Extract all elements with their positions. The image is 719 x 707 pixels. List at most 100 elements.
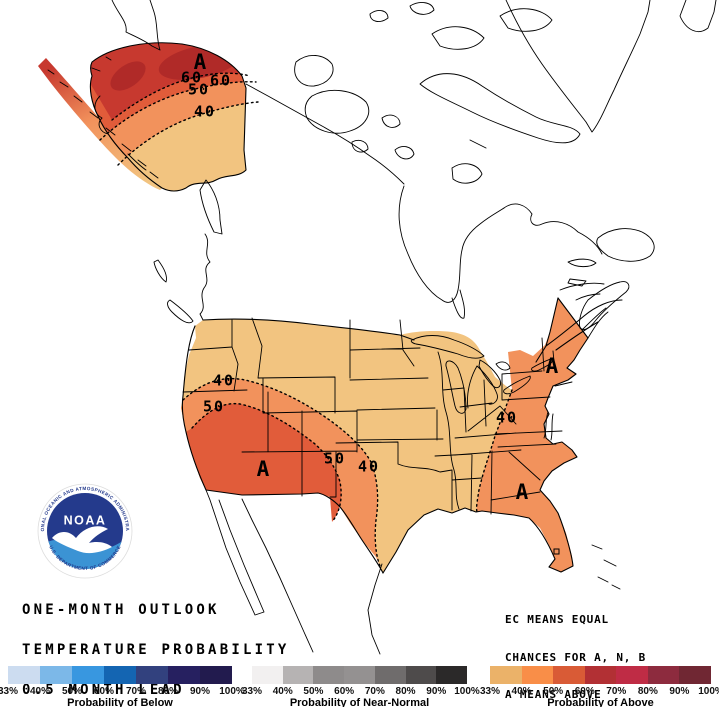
legend-line-3: A MEANS ABOVE: [505, 688, 602, 701]
legend-key-block: EC MEANS EQUAL CHANCES FOR A, N, B A MEA…: [505, 589, 646, 707]
probability-contours: [99, 72, 513, 567]
lake-michigan: [445, 360, 467, 414]
colorbar-tick-label: 90%: [189, 686, 211, 697]
baja-california: [205, 489, 265, 616]
label-west-50: 50: [203, 398, 225, 416]
arctic-coast: [245, 83, 405, 185]
colorbar-tick-label: 40%: [29, 686, 51, 697]
west-50-contour: [191, 402, 342, 523]
lake-huron: [478, 359, 511, 389]
label-alaska-50: 50: [188, 81, 210, 99]
colorbar-tick-label: 50%: [61, 686, 83, 697]
label-texas-50: 50: [324, 450, 346, 468]
anticosti-island: [567, 258, 597, 268]
mexico-east-coast: [367, 563, 383, 655]
colorbar-segment: [282, 666, 314, 684]
colorbar-segment: [521, 666, 554, 684]
bc-coast: [199, 233, 211, 321]
colorbar-segment: [374, 666, 406, 684]
colorbar-segment: [490, 666, 522, 684]
colorbar-near-normal-swatches: [252, 666, 468, 684]
alaska-50-contour: [99, 81, 257, 141]
east-40-contour: [475, 389, 513, 513]
contour-labels: A 60 50 60 40 40 50 A 50 40 40 A A: [181, 50, 559, 504]
colorbar-tick-label: 100%: [698, 686, 719, 697]
alaska-60-contour: [111, 72, 251, 121]
bering-islands: [91, 56, 112, 72]
colorbar-segment: [405, 666, 437, 684]
colorbar-tick-label: 70%: [125, 686, 147, 697]
colorbar-segment: [72, 666, 104, 684]
legend-line-2: CHANCES FOR A, N, B: [505, 650, 647, 664]
coastlines-and-borders: [181, 297, 623, 590]
label-ohio-valley-40: 40: [496, 409, 518, 427]
title-block: ONE-MONTH OUTLOOK TEMPERATURE PROBABILIT…: [22, 577, 289, 707]
colorbar-above-caption: Probability of Above: [547, 697, 654, 707]
east-region-40-50: [476, 298, 588, 572]
canada-coastlines: [153, 0, 717, 339]
west-40-contour: [182, 377, 381, 567]
colorbar-segment: [313, 666, 345, 684]
legend-line-1: EC MEANS EQUAL: [505, 613, 609, 626]
nova-scotia: [579, 281, 630, 331]
long-island: [554, 381, 573, 387]
lake-erie: [503, 375, 531, 395]
label-southeast-A: A: [516, 480, 529, 504]
lake-okeechobee: [553, 548, 560, 555]
colorbar-below-swatches: [8, 666, 232, 684]
baffin-island: [419, 73, 581, 144]
colorbar-tick-label: 80%: [637, 686, 658, 697]
colorbar-segment: [584, 666, 617, 684]
greenland-ne-island: [679, 0, 717, 32]
colorbar-above-ticks: 33% 40% 50% 60% 70% 80% 90% 100%: [480, 686, 719, 697]
colorbar-tick-label: 70%: [364, 686, 385, 697]
colorbar-tick-label: 60%: [574, 686, 595, 697]
colorbar-segment: [40, 666, 72, 684]
label-west-40: 40: [213, 372, 235, 390]
russia-coastline: [91, 0, 161, 72]
label-alaska-40: 40: [194, 103, 216, 121]
aleutian-islands: [47, 69, 159, 179]
colorbar-tick-label: 90%: [426, 686, 447, 697]
alaska-panhandle: [199, 179, 223, 235]
colorbar-segment: [679, 666, 712, 684]
devon-ellesmere-islands: [431, 8, 553, 50]
title-line-1: ONE-MONTH OUTLOOK: [22, 601, 220, 618]
label-southwest-A: A: [257, 457, 270, 481]
colorbar-segment: [616, 666, 648, 684]
colorbar-tick-label: 70%: [606, 686, 627, 697]
chesapeake-bay: [543, 411, 554, 441]
prince-edward-island: [567, 278, 587, 287]
banks-island: [294, 55, 334, 87]
colorbar-tick-label: 40%: [272, 686, 293, 697]
greenland: [505, 0, 651, 133]
hudson-bay: [398, 185, 505, 319]
colorbar-segment: [168, 666, 200, 684]
pacific-coast-and-mexico-border: [181, 325, 384, 574]
southampton-island: [451, 163, 483, 184]
colorbar-segment: [344, 666, 375, 684]
colorbar-tick-label: 33%: [241, 686, 263, 697]
colorbar-segment: [436, 666, 468, 684]
colorbar-segment: [104, 666, 136, 684]
noaa-seagull-icon: [52, 526, 112, 554]
us-canada-border: [202, 318, 415, 341]
colorbar-below-ticks: 33% 40% 50% 60% 70% 80% 90% 100%: [0, 686, 245, 697]
colorbar-segment: [200, 666, 232, 684]
colorbar-below-caption: Probability of Below: [67, 697, 173, 707]
lake-superior: [410, 335, 485, 359]
colorbar-tick-label: 80%: [157, 686, 179, 697]
colorbar-tick-label: 60%: [93, 686, 115, 697]
mexico-west-coast: [241, 498, 314, 653]
colorbar-tick-label: 40%: [511, 686, 532, 697]
colorbar-tick-label: 100%: [219, 686, 245, 697]
conus-probability-regions: [181, 298, 588, 573]
label-alaska-A: A: [194, 50, 207, 74]
bahamas-islands: [591, 544, 621, 590]
alaska-coastline: [89, 42, 247, 192]
colorbar-tick-label: 33%: [0, 686, 19, 697]
colorbar-tick-label: 60%: [334, 686, 355, 697]
title-line-2: TEMPERATURE PROBABILITY: [22, 642, 290, 659]
